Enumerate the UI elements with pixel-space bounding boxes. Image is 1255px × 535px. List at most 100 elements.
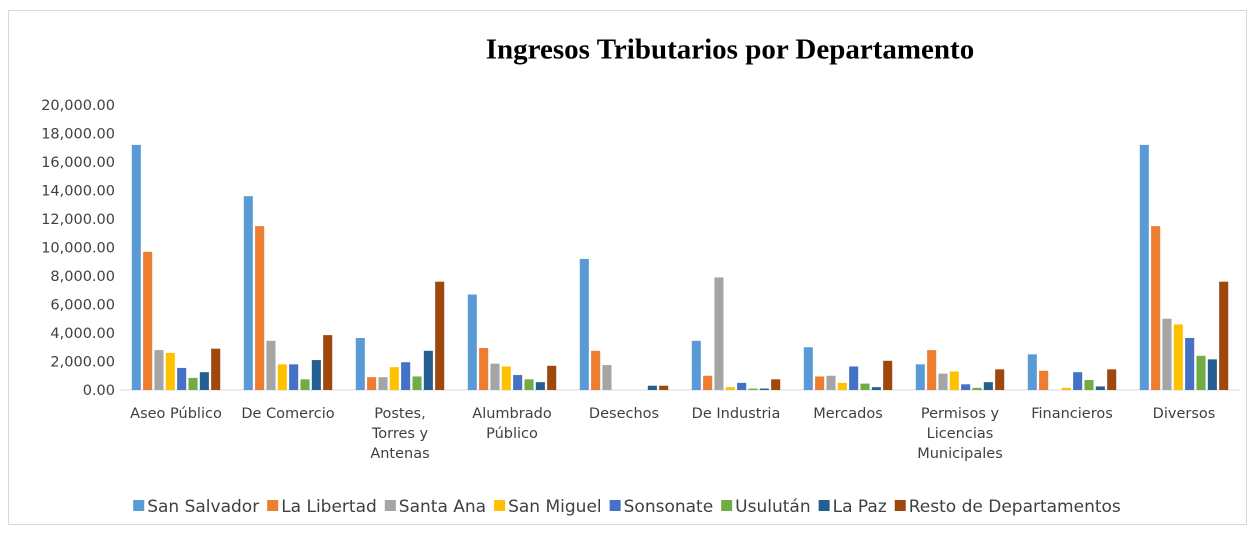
x-tick-label: De Comercio [241, 406, 334, 422]
bar [815, 376, 825, 390]
bar [154, 350, 164, 390]
bar [243, 196, 253, 390]
bar [423, 350, 433, 390]
x-tick-label: Permisos y Licencias Municipales [917, 406, 1003, 462]
bar [177, 367, 187, 390]
bar [771, 379, 781, 390]
bar [759, 388, 769, 390]
bar [949, 371, 959, 390]
bar [871, 387, 881, 390]
bar [378, 377, 388, 390]
y-tick-label: 18,000.00 [41, 127, 115, 143]
bar [389, 367, 399, 390]
bar [467, 294, 477, 390]
bar [983, 382, 993, 390]
bar [255, 226, 265, 390]
bar [691, 340, 701, 390]
legend-swatch [721, 500, 733, 511]
legend-swatch [494, 500, 506, 511]
x-tick-label: Desechos [589, 406, 659, 422]
legend-swatch [609, 500, 621, 511]
chart-title: Ingresos Tributarios por Departamento [486, 34, 974, 66]
bar [927, 350, 937, 390]
bar [883, 360, 893, 390]
bar [849, 366, 859, 390]
bar [535, 382, 545, 390]
x-tick-label: Financieros [1031, 406, 1113, 422]
bar [579, 258, 589, 390]
bar [1084, 380, 1094, 390]
bar [659, 385, 669, 390]
legend: San Salvador La Libertad Santa Ana San Migu… [133, 497, 1121, 517]
x-tick-label-line: Torres y [371, 426, 429, 442]
y-tick-label: 2,000.00 [50, 355, 115, 371]
y-tick-label: 12,000.00 [41, 212, 115, 228]
bar [1207, 359, 1217, 390]
legend-swatch [133, 500, 145, 511]
bar [737, 382, 747, 390]
bar [323, 335, 333, 390]
legend-swatch [894, 500, 906, 511]
x-tick-label-line: Licencias [927, 426, 994, 442]
bar [803, 347, 813, 390]
x-tick-label-line: Postes, [374, 406, 425, 422]
x-tick-label-line: Alumbrado [472, 406, 552, 422]
x-tick-label: Postes, Torres y Antenas [370, 406, 429, 462]
bar [277, 364, 287, 390]
bar [703, 375, 713, 390]
bar [714, 277, 724, 390]
legend-label: Sonsonate [624, 497, 714, 517]
bar [211, 348, 221, 390]
bar [725, 387, 735, 390]
y-tick-label: 0.00 [83, 383, 115, 399]
x-tick-label-line: Permisos y [921, 406, 1000, 422]
bar [165, 352, 175, 390]
bar [435, 281, 445, 390]
bar [401, 362, 411, 390]
bar [1139, 144, 1149, 390]
bar [479, 347, 489, 390]
y-tick-label: 4,000.00 [50, 326, 115, 342]
bar [591, 350, 601, 390]
bar [1196, 355, 1206, 390]
legend-swatch [267, 500, 279, 511]
bar [938, 373, 948, 390]
bar [1095, 386, 1105, 390]
bar [1173, 324, 1183, 390]
x-tick-label-line: Antenas [370, 446, 429, 462]
y-tick-label: 20,000.00 [41, 98, 115, 114]
bar [1027, 354, 1037, 390]
legend-label: Santa Ana [399, 497, 486, 517]
bar [188, 377, 198, 390]
bar [1162, 318, 1172, 390]
bar [266, 340, 276, 390]
bar [1185, 337, 1195, 390]
bar [490, 363, 500, 390]
y-tick-label: 10,000.00 [41, 241, 115, 257]
bar [995, 369, 1005, 390]
bar [289, 364, 299, 390]
bar [501, 366, 511, 390]
bar [826, 375, 836, 390]
bar [837, 382, 847, 390]
bar [1107, 369, 1117, 390]
bar [513, 375, 523, 390]
bar [143, 251, 153, 390]
bar [412, 376, 422, 390]
bar [547, 365, 557, 390]
bar [300, 379, 310, 390]
bar [748, 388, 758, 390]
x-tick-label: Alumbrado Público [472, 406, 552, 442]
x-tick-label: Aseo Público [130, 406, 222, 422]
bar [1219, 281, 1229, 390]
bar [647, 385, 657, 390]
bar [860, 383, 870, 390]
bar [915, 364, 925, 390]
bar [199, 372, 209, 390]
bar [1073, 372, 1083, 390]
y-tick-label: 16,000.00 [41, 155, 115, 171]
legend-label: San Miguel [508, 497, 602, 517]
x-tick-label: Diversos [1153, 406, 1216, 422]
y-tick-label: 6,000.00 [50, 298, 115, 314]
